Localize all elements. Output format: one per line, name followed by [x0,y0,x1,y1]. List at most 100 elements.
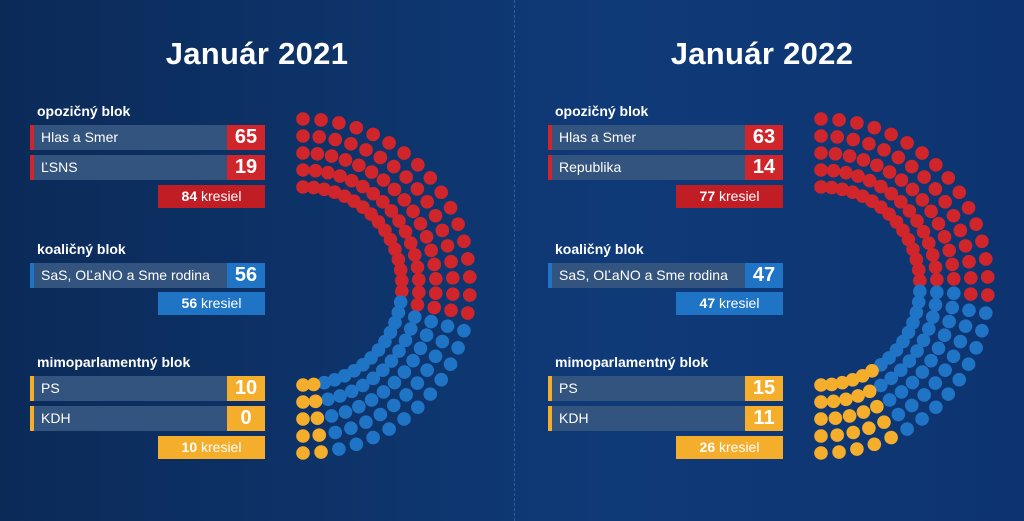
seat-coalition [399,388,413,402]
seat-opposition [393,263,408,277]
seat-coalition [925,310,940,324]
seat-opposition [397,146,411,160]
seat-coalition [451,341,465,355]
seat-opposition [938,195,952,209]
seat-coalition [327,373,342,387]
party-name: Republika [559,159,622,175]
seat-opposition [945,257,960,272]
party-name: SaS, OĽaNO a Sme rodina [559,267,728,283]
seat-opposition [953,223,968,238]
seat-coalition [344,421,358,435]
panel-2022: Január 2022 opozičný blok Hlas a Smer 63… [518,0,1024,521]
seat-opposition [427,300,442,315]
party-name: SaS, OĽaNO a Sme rodina [41,267,210,283]
seat-opposition [882,165,897,179]
seat-extra [306,377,321,392]
block-total-value: 56 [181,295,198,311]
seat-opposition [435,223,450,238]
seat-opposition [375,194,390,209]
seat-coalition [975,323,989,338]
seat-opposition [941,171,956,185]
seat-opposition [937,229,952,244]
seat-coalition [916,333,931,348]
seat-opposition [412,272,426,287]
party-name: PS [559,380,578,396]
block-label-opposition: opozičný blok [37,103,131,119]
seat-coalition [440,319,455,333]
seat-opposition [403,236,418,250]
seat-coalition [443,357,458,372]
seat-coalition [356,378,370,393]
seat-coalition [893,363,908,378]
seat-opposition [296,163,310,177]
seat-opposition [366,186,381,201]
panel-2021: Január 2021 opozičný blok Hlas a Smer 65… [0,0,510,521]
seat-extra [296,446,310,460]
seat-opposition [296,112,310,126]
seat-extra [814,429,828,443]
seat-extra [296,412,310,426]
seat-opposition [410,260,425,275]
seat-coalition [904,398,919,413]
seat-coalition [410,376,425,390]
seat-extra [846,425,861,440]
seat-coalition [979,306,993,320]
accent-bar [548,406,552,431]
party-seats: 63 [745,125,783,150]
seat-opposition [963,287,978,301]
accent-bar [548,125,552,150]
seat-extra [877,415,891,429]
seat-coalition [910,344,924,358]
seat-opposition [399,170,413,184]
seat-extra [850,442,864,456]
seat-opposition [314,113,328,127]
seat-opposition [296,146,310,160]
block-total: 26 kresiel [676,436,783,459]
seat-opposition [398,224,413,239]
seat-opposition [911,263,926,277]
party-row: KDH 11 [548,406,783,431]
party-seats: 47 [745,263,783,288]
seat-opposition [324,149,339,163]
seat-opposition [952,185,967,200]
party-name: Hlas a Smer [559,129,637,145]
seat-opposition [862,137,876,151]
seat-coalition [344,384,359,399]
seat-opposition [317,182,332,197]
seat-opposition [384,204,399,218]
seat-opposition [410,297,425,312]
seat-opposition [874,179,888,194]
seat-coalition [938,363,952,377]
seat-opposition [930,272,944,287]
party-row: Hlas a Smer 65 [30,125,265,150]
seat-coalition [884,371,899,386]
seat-coalition [328,425,343,440]
party-row: Hlas a Smer 63 [548,125,783,150]
seat-opposition [925,248,940,262]
seat-coalition [924,353,938,368]
seat-extra [851,389,865,403]
seat-coalition [942,314,956,329]
seat-opposition [979,252,993,266]
seat-coalition [376,385,391,399]
seat-opposition [980,270,995,284]
block-total-value: 26 [699,439,716,455]
block-total: 47 kresiel [676,292,783,315]
seat-coalition [969,341,983,355]
seat-opposition [356,179,370,194]
party-row: PS 10 [30,376,265,401]
seat-opposition [457,234,471,249]
seat-extra [296,429,310,443]
seat-coalition [333,389,347,403]
seat-extra [826,394,841,409]
seat-opposition [839,165,853,180]
seat-extra [814,378,828,392]
party-seats: 56 [227,263,265,288]
seat-extra [830,428,845,442]
seat-opposition [445,287,460,301]
seat-extra [842,409,857,423]
seat-coalition [406,353,420,368]
block-total: 77 kresiel [676,185,783,208]
seat-coalition [386,398,401,413]
seat-coalition [930,285,944,300]
